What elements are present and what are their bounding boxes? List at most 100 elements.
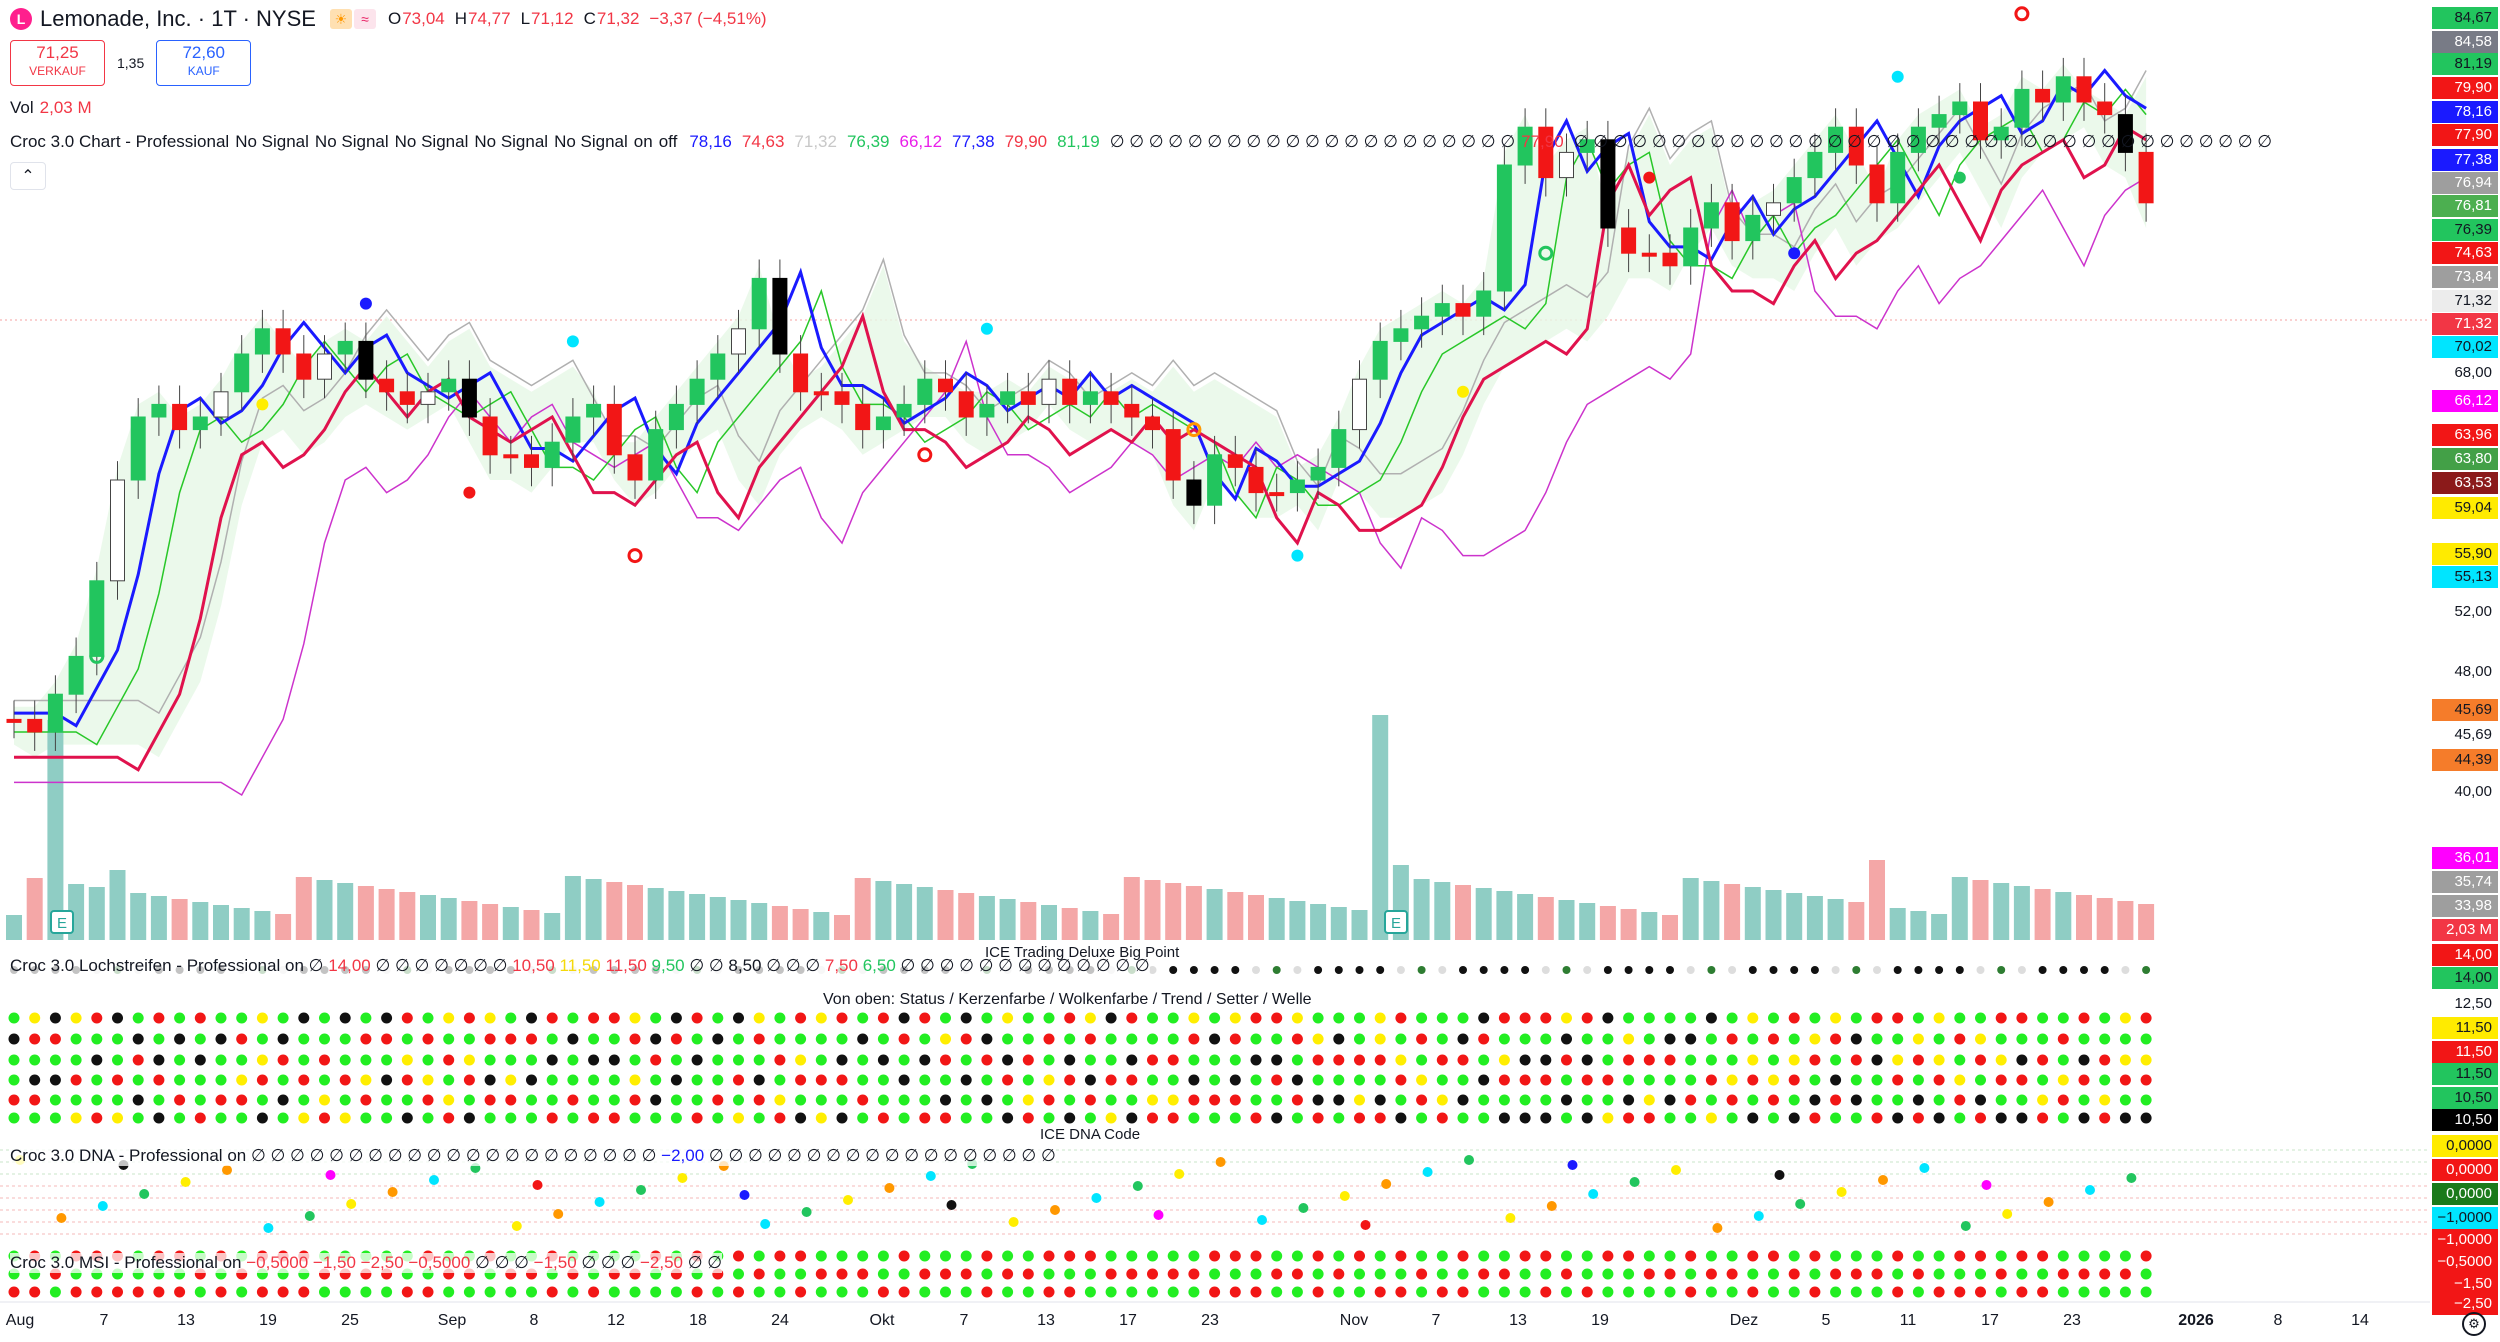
lochstreifen-dot [1167,1094,1179,1106]
dna-dot [139,1189,150,1199]
candle [896,385,912,436]
candle-body [1724,202,1740,242]
msi-dot [2037,1268,2049,1280]
lochstreifen-dot [1954,1012,1966,1024]
collapse-legend-button[interactable]: ⌃ [10,162,46,190]
sun-icon[interactable]: ☀ [329,9,352,29]
lochstreifen-dot [236,1033,248,1045]
candle-body [1931,114,1947,128]
dna-dot [1464,1155,1474,1165]
lochstreifen-dot [1126,1033,1138,1045]
msi-dot [1271,1268,1283,1280]
lochstreifen-dot [1126,1074,1138,1086]
lochstreifen-dot [1291,1054,1303,1066]
msi-dot [505,1286,517,1298]
open-label: O [387,9,402,28]
lochstreifen-dot [1707,966,1716,974]
lochstreifen-title-2: Von oben: Status / Kerzenfarbe / Wolkenf… [823,991,1312,1008]
candle-body [834,391,850,405]
lochstreifen-dot [588,1074,600,1086]
lochstreifen-dot [1250,1054,1262,1066]
candle [1062,360,1078,424]
lochstreifen-dot [1747,1112,1759,1124]
msi-dot [981,1286,993,1298]
lochstreifen-dot [857,1012,869,1024]
lochstreifen-dot [8,1033,20,1045]
lochstreifen-dot [70,1112,82,1124]
lochstreifen-dot [1002,1074,1014,1086]
lochstreifen-dot [1064,1112,1076,1124]
msi-dot [1643,1286,1655,1298]
lochstreifen-dot [360,1094,372,1106]
lochstreifen-dot [153,1074,165,1086]
candle-body [172,403,188,431]
dna-dot [511,1221,522,1231]
lochstreifen-dot [1892,1054,1904,1066]
msi-dot [919,1250,931,1262]
candle [813,372,829,411]
price-scale-label: 68,00 [2454,364,2492,381]
lochstreifen-dot [1084,1094,1096,1106]
msi-legend[interactable]: Croc 3.0 MSI - Professional on −0,5000 −… [10,1253,723,1273]
candle-body [1766,202,1781,216]
price-scale-label: 14,00 [2432,967,2498,989]
lochstreifen-dot [49,1054,61,1066]
signal-off: off [658,132,678,151]
dna-dot [594,1197,605,1207]
candle [1993,108,2009,159]
lochstreifen-dot [1912,1112,1924,1124]
lochstreifen-dot [2140,1094,2152,1106]
settings-gear-icon[interactable]: ⚙ [2462,1312,2486,1336]
time-axis-label: Okt [869,1312,895,1329]
dna-legend[interactable]: Croc 3.0 DNA - Professional on ∅ ∅ ∅ ∅ ∅… [10,1146,1056,1166]
msi-dot [919,1268,931,1280]
symbol-title[interactable]: Lemonade, Inc. · 1T · NYSE [40,6,316,31]
lochstreifen-dot [1976,966,1985,974]
lochstreifen-dot [1664,1054,1676,1066]
lochstreifen-dot [2099,1094,2111,1106]
candle [1600,120,1616,247]
dna-dot [1588,1189,1599,1199]
lochstreifen-dot [1747,1033,1759,1045]
lochstreifen-dot [1809,1112,1821,1124]
lochstreifen-dot [1788,1054,1800,1066]
lochstreifen-dot [1788,1074,1800,1086]
price-scale[interactable]: 84,67 84,58 81,19 79,90 78,16 77,90 77,38 76,94… [2430,0,2500,1342]
dna-dot [1629,1177,1640,1187]
lochstreifen-dot [1457,1112,1469,1124]
lochstreifen-legend[interactable]: Croc 3.0 Lochstreifen - Professional on … [10,956,1150,976]
wave-icon[interactable]: ≈ [353,9,376,29]
dna-dot [1960,1221,1971,1231]
lochstreifen-dot [1871,1074,1883,1086]
volume-legend[interactable]: Vol 2,03 M [10,98,102,118]
candle [1227,435,1243,487]
lochstreifen-dot [1417,966,1426,974]
croc-chart-name: Croc 3.0 Chart - Professional [10,132,230,151]
lochstreifen-dot [443,1012,455,1024]
msi-dot [236,1286,248,1298]
candle [544,423,560,487]
lochstreifen-dot [1355,966,1364,974]
lochstreifen-dot [1540,1094,1552,1106]
buy-button[interactable]: 72,60 KAUF [156,40,252,86]
candle [1890,133,1906,222]
buy-price: 72,60 [182,43,226,62]
dna-dot [843,1195,853,1205]
lochstreifen-dot [774,1074,786,1086]
volume-bar [854,878,871,940]
msi-dot [2140,1250,2152,1262]
volume-bar [606,882,623,940]
msi-dot [1167,1250,1179,1262]
sell-button[interactable]: 71,25 VERKAUF [10,40,105,86]
volume-bar [2138,904,2155,940]
candle [2138,133,2154,222]
lochstreifen-dot [940,1094,951,1106]
volume-bar [585,879,602,940]
msi-dot [1126,1250,1138,1262]
lochstreifen-dot [215,1112,227,1124]
msi-dot [857,1286,869,1298]
croc-chart-legend[interactable]: Croc 3.0 Chart - Professional No Signal … [10,132,2278,152]
lochstreifen-dot [1126,1012,1138,1024]
msi-dot [1043,1286,1055,1298]
